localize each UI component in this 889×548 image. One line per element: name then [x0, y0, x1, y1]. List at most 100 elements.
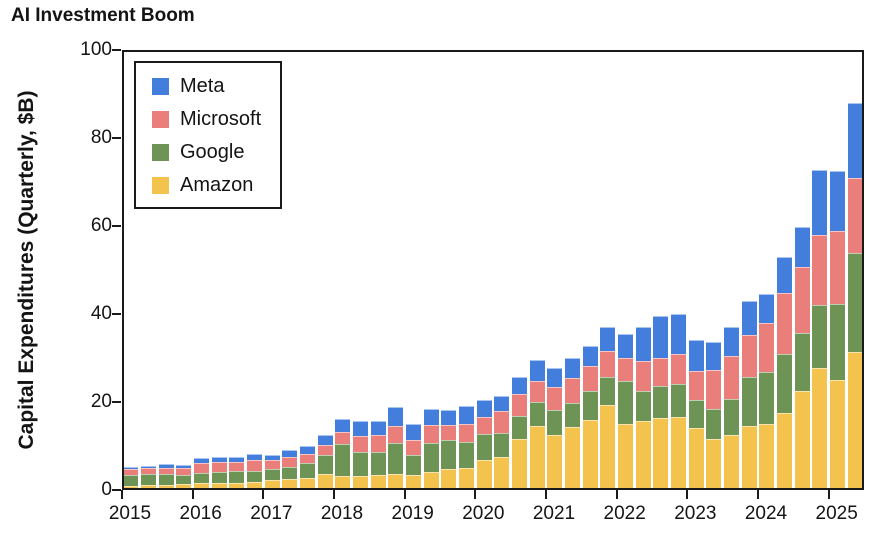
- y-tick-label-60: 60: [90, 215, 112, 236]
- bar-segment-amazon: [688, 427, 704, 490]
- bar-2019Q3: [441, 409, 457, 490]
- bar-segment-meta: [671, 314, 686, 354]
- bar-segment-google: [688, 399, 704, 428]
- bar-segment-microsoft: [688, 370, 704, 400]
- bar-segment-amazon: [759, 424, 775, 490]
- x-tick-mark-2022: [615, 490, 618, 499]
- bar-segment-amazon: [388, 473, 404, 490]
- x-tick-mark-2020: [474, 490, 477, 499]
- bar-segment-meta: [388, 406, 404, 427]
- bar-segment-microsoft: [830, 230, 845, 305]
- bar-segment-amazon: [741, 425, 757, 490]
- bars-layer: [122, 50, 864, 490]
- bar-segment-amazon: [476, 460, 492, 490]
- bar-segment-microsoft: [211, 461, 227, 472]
- bar-segment-meta: [123, 466, 139, 469]
- bar-segment-meta: [688, 339, 704, 371]
- bar-segment-amazon: [247, 482, 262, 490]
- bar-segment-microsoft: [176, 468, 192, 476]
- bar-segment-microsoft: [353, 436, 368, 452]
- bar-segment-meta: [317, 435, 333, 446]
- bar-segment-microsoft: [282, 456, 298, 467]
- bar-segment-microsoft: [494, 411, 510, 433]
- bar-segment-microsoft: [706, 369, 722, 410]
- bar-segment-amazon: [671, 416, 686, 490]
- bar-segment-amazon: [494, 456, 510, 490]
- bar-segment-amazon: [317, 474, 333, 490]
- bar-segment-google: [724, 399, 739, 435]
- bar-segment-google: [547, 409, 563, 436]
- bar-2020Q2: [494, 396, 510, 490]
- y-tick-mark-60: [112, 225, 121, 227]
- bar-2024Q2: [777, 256, 792, 490]
- x-tick-label-2020: 2020: [462, 503, 505, 524]
- bar-segment-microsoft: [653, 358, 669, 386]
- bar-segment-meta: [759, 293, 775, 324]
- bar-segment-google: [300, 462, 315, 479]
- bar-segment-google: [370, 451, 386, 476]
- bar-segment-amazon: [370, 475, 386, 490]
- bar-segment-meta: [211, 457, 227, 462]
- bar-2025Q1: [830, 170, 845, 490]
- bar-segment-meta: [459, 406, 474, 425]
- bar-segment-meta: [547, 368, 563, 388]
- bar-2017Q2: [282, 450, 298, 490]
- bar-segment-meta: [847, 103, 863, 179]
- bar-segment-amazon: [812, 367, 828, 490]
- bar-segment-amazon: [724, 435, 739, 490]
- bar-segment-google: [529, 402, 545, 427]
- bar-segment-google: [335, 444, 351, 477]
- bar-segment-microsoft: [635, 360, 651, 392]
- bar-segment-amazon: [547, 435, 563, 490]
- bar-segment-amazon: [264, 480, 280, 490]
- bar-2021Q2: [565, 357, 580, 490]
- bar-2021Q3: [582, 346, 598, 490]
- bar-2022Q4: [671, 314, 686, 490]
- bar-segment-meta: [158, 464, 174, 468]
- bar-segment-meta: [565, 357, 580, 379]
- bar-segment-amazon: [582, 419, 598, 490]
- bar-segment-google: [353, 451, 368, 476]
- bar-segment-google: [847, 253, 863, 352]
- bar-segment-google: [247, 470, 262, 483]
- bar-segment-microsoft: [600, 350, 616, 377]
- bar-segment-microsoft: [547, 387, 563, 410]
- bar-segment-amazon: [423, 472, 439, 490]
- y-tick-label-80: 80: [90, 127, 112, 148]
- bar-segment-google: [459, 441, 474, 469]
- bar-2017Q4: [317, 435, 333, 490]
- bar-segment-microsoft: [194, 462, 209, 473]
- bar-segment-microsoft: [671, 353, 686, 384]
- bar-segment-google: [282, 466, 298, 479]
- bar-segment-amazon: [600, 405, 616, 490]
- bar-2024Q1: [759, 293, 775, 490]
- bar-segment-microsoft: [123, 468, 139, 476]
- bar-segment-microsoft: [141, 468, 156, 475]
- bar-segment-meta: [706, 341, 722, 370]
- bar-2023Q1: [688, 339, 704, 490]
- bar-segment-meta: [176, 465, 192, 469]
- x-tick-label-2016: 2016: [179, 503, 222, 524]
- bar-2019Q4: [459, 406, 474, 490]
- bar-2016Q1: [194, 458, 209, 490]
- chart-title: AI Investment Boom: [11, 5, 195, 26]
- x-tick-label-2021: 2021: [532, 503, 576, 524]
- bar-segment-google: [512, 415, 527, 440]
- bar-segment-microsoft: [476, 416, 492, 434]
- bar-segment-amazon: [653, 417, 669, 490]
- bar-2021Q4: [600, 327, 616, 490]
- bar-segment-microsoft: [459, 424, 474, 442]
- bar-2016Q3: [229, 457, 245, 490]
- y-tick-mark-0: [112, 489, 121, 491]
- bar-segment-amazon: [158, 484, 174, 490]
- bar-segment-meta: [494, 396, 510, 412]
- bar-segment-google: [158, 474, 174, 485]
- bar-segment-microsoft: [406, 440, 421, 456]
- bar-segment-google: [671, 383, 686, 417]
- bar-segment-amazon: [229, 482, 245, 490]
- bar-segment-google: [476, 433, 492, 461]
- bar-2022Q2: [635, 326, 651, 490]
- bar-segment-amazon: [194, 483, 209, 490]
- bar-segment-google: [229, 471, 245, 483]
- bar-segment-amazon: [123, 485, 139, 490]
